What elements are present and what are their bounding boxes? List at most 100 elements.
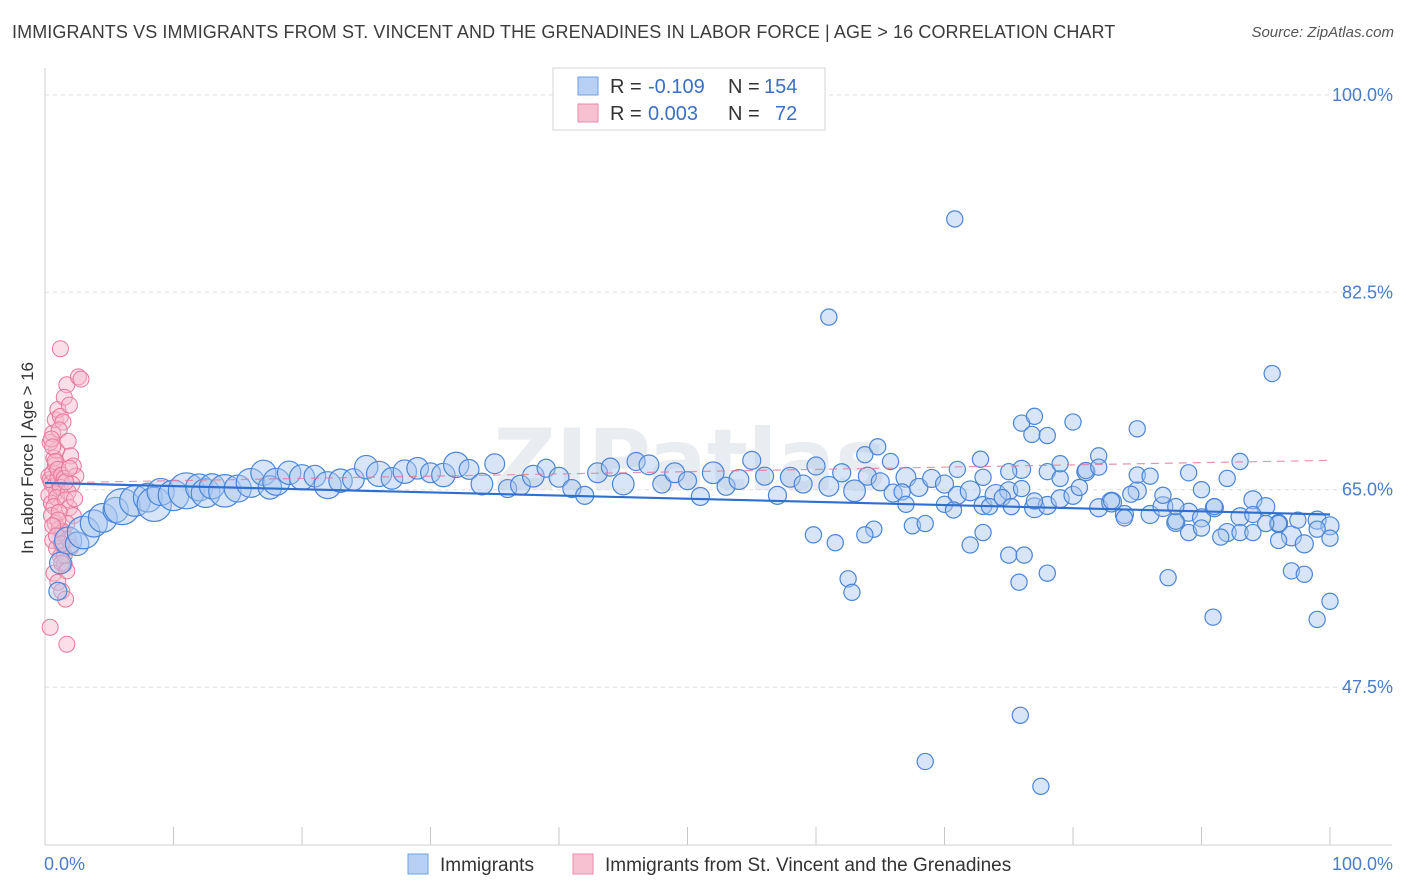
blue-point-59: [728, 469, 750, 491]
blue-point-65: [806, 456, 826, 476]
blue-point-123: [1231, 523, 1249, 542]
blue-point-113: [1051, 469, 1069, 488]
blue-point-30: [353, 454, 379, 480]
blue-point-70: [870, 472, 890, 492]
blue-point-3: [64, 531, 90, 557]
bottom-legend-swatch-blue: [407, 853, 429, 875]
blue-point-151: [1295, 565, 1314, 583]
blue-point-41: [498, 478, 518, 499]
blue-point-147: [1244, 505, 1262, 524]
blue-point-63: [779, 466, 801, 488]
blue-point-71: [883, 483, 903, 503]
blue-point-38: [458, 458, 480, 480]
blue-trend-line: [44, 481, 1331, 516]
blue-point-157: [856, 446, 874, 464]
pink-trend-line: [44, 459, 1331, 484]
bottom-legend-label-2: Immigrants from St. Vincent and the Gren…: [605, 855, 1011, 876]
blue-point-183: [839, 570, 857, 588]
blue-point-39: [470, 472, 494, 496]
blue-point-135: [1077, 461, 1095, 480]
blue-point-61: [754, 466, 775, 486]
blue-point-148: [1257, 514, 1275, 533]
pink-point-41: [58, 635, 76, 653]
y-tick-label-3: 100.0%: [1332, 85, 1393, 105]
blue-point-56: [690, 486, 710, 507]
trend-lines: [44, 459, 1331, 516]
blue-point-117: [1128, 466, 1146, 484]
source-label: Source: ZipAtlas.com: [1251, 24, 1394, 41]
blue-point-141: [1167, 497, 1185, 516]
blue-point-35: [420, 462, 442, 484]
grid-lines: [45, 94, 1392, 688]
legend-r-label-1: R =: [610, 76, 642, 98]
blue-point-122: [1212, 528, 1230, 546]
blue-point-52: [638, 454, 660, 476]
blue-point-53: [652, 474, 672, 494]
legend-n-label-2: N =: [728, 103, 760, 125]
pink-point-20: [44, 438, 62, 456]
blue-point-108: [974, 468, 992, 486]
blue-point-158: [868, 438, 887, 456]
blue-point-40: [484, 453, 506, 475]
bottom-legend-label-1: Immigrants: [440, 855, 534, 876]
y-tick-label-2: 82.5%: [1342, 282, 1393, 302]
legend-swatch-blue: [577, 76, 599, 96]
blue-point-137: [1102, 492, 1121, 510]
blue-point-118: [1154, 486, 1172, 505]
blue-point-121: [1192, 519, 1211, 537]
blue-point-143: [1192, 480, 1211, 499]
blue-point-161: [971, 450, 990, 468]
blue-point-160: [948, 460, 967, 479]
blue-point-172: [1015, 546, 1033, 564]
blue-point-5: [79, 509, 108, 538]
blue-point-140: [1141, 467, 1159, 485]
blue-point-114: [1070, 478, 1089, 497]
pink-point-70: [60, 459, 78, 477]
blue-point-152: [1308, 610, 1326, 629]
pink-series-points: [40, 340, 90, 653]
blue-point-184: [843, 583, 861, 602]
chart-title: IMMIGRANTS VS IMMIGRANTS FROM ST. VINCEN…: [12, 22, 1116, 42]
blue-point-153: [1321, 592, 1339, 611]
blue-point-49: [600, 457, 621, 477]
blue-point-55: [677, 471, 698, 491]
pink-point-17: [54, 413, 72, 431]
blue-point-57: [701, 461, 725, 485]
y-axis-label: In Labor Force | Age > 16: [18, 362, 37, 554]
pink-point-40: [41, 618, 59, 636]
blue-point-103: [1294, 534, 1314, 554]
axes: [44, 68, 1392, 846]
blue-point-149: [1269, 531, 1288, 550]
blue-point-28: [328, 468, 353, 493]
blue-point-165: [856, 526, 874, 544]
blue-point-126: [1289, 511, 1307, 529]
legend-r-value-2: 0.003: [648, 103, 698, 125]
pink-point-69: [57, 473, 75, 491]
blue-point-130: [1023, 425, 1041, 444]
blue-point-133: [1051, 455, 1069, 473]
blue-point-37: [443, 451, 470, 479]
legend-n-value-2: 72: [775, 103, 797, 125]
pink-point-66: [44, 517, 62, 535]
blue-point-110: [1012, 479, 1031, 498]
blue-point-136: [1089, 458, 1108, 476]
blue-point-159: [881, 452, 900, 471]
blue-point-176: [1038, 564, 1057, 582]
blue-point-34: [406, 456, 430, 480]
blue-point-124: [1244, 523, 1262, 542]
blue-point-31: [365, 460, 393, 488]
blue-point-178: [1204, 608, 1222, 626]
blue-point-75: [934, 474, 955, 494]
blue-series-points: [48, 210, 1340, 796]
blue-point-166: [903, 517, 922, 535]
pink-point-42: [51, 340, 69, 358]
blue-point-68: [843, 479, 866, 503]
blue-point-185: [804, 526, 823, 544]
pink-point-49: [62, 447, 80, 465]
blue-point-43: [521, 464, 545, 488]
blue-point-182: [826, 534, 844, 552]
blue-point-155: [820, 308, 838, 326]
blue-point-106: [1000, 546, 1018, 564]
blue-point-120: [1179, 523, 1198, 542]
blue-point-66: [818, 475, 840, 497]
